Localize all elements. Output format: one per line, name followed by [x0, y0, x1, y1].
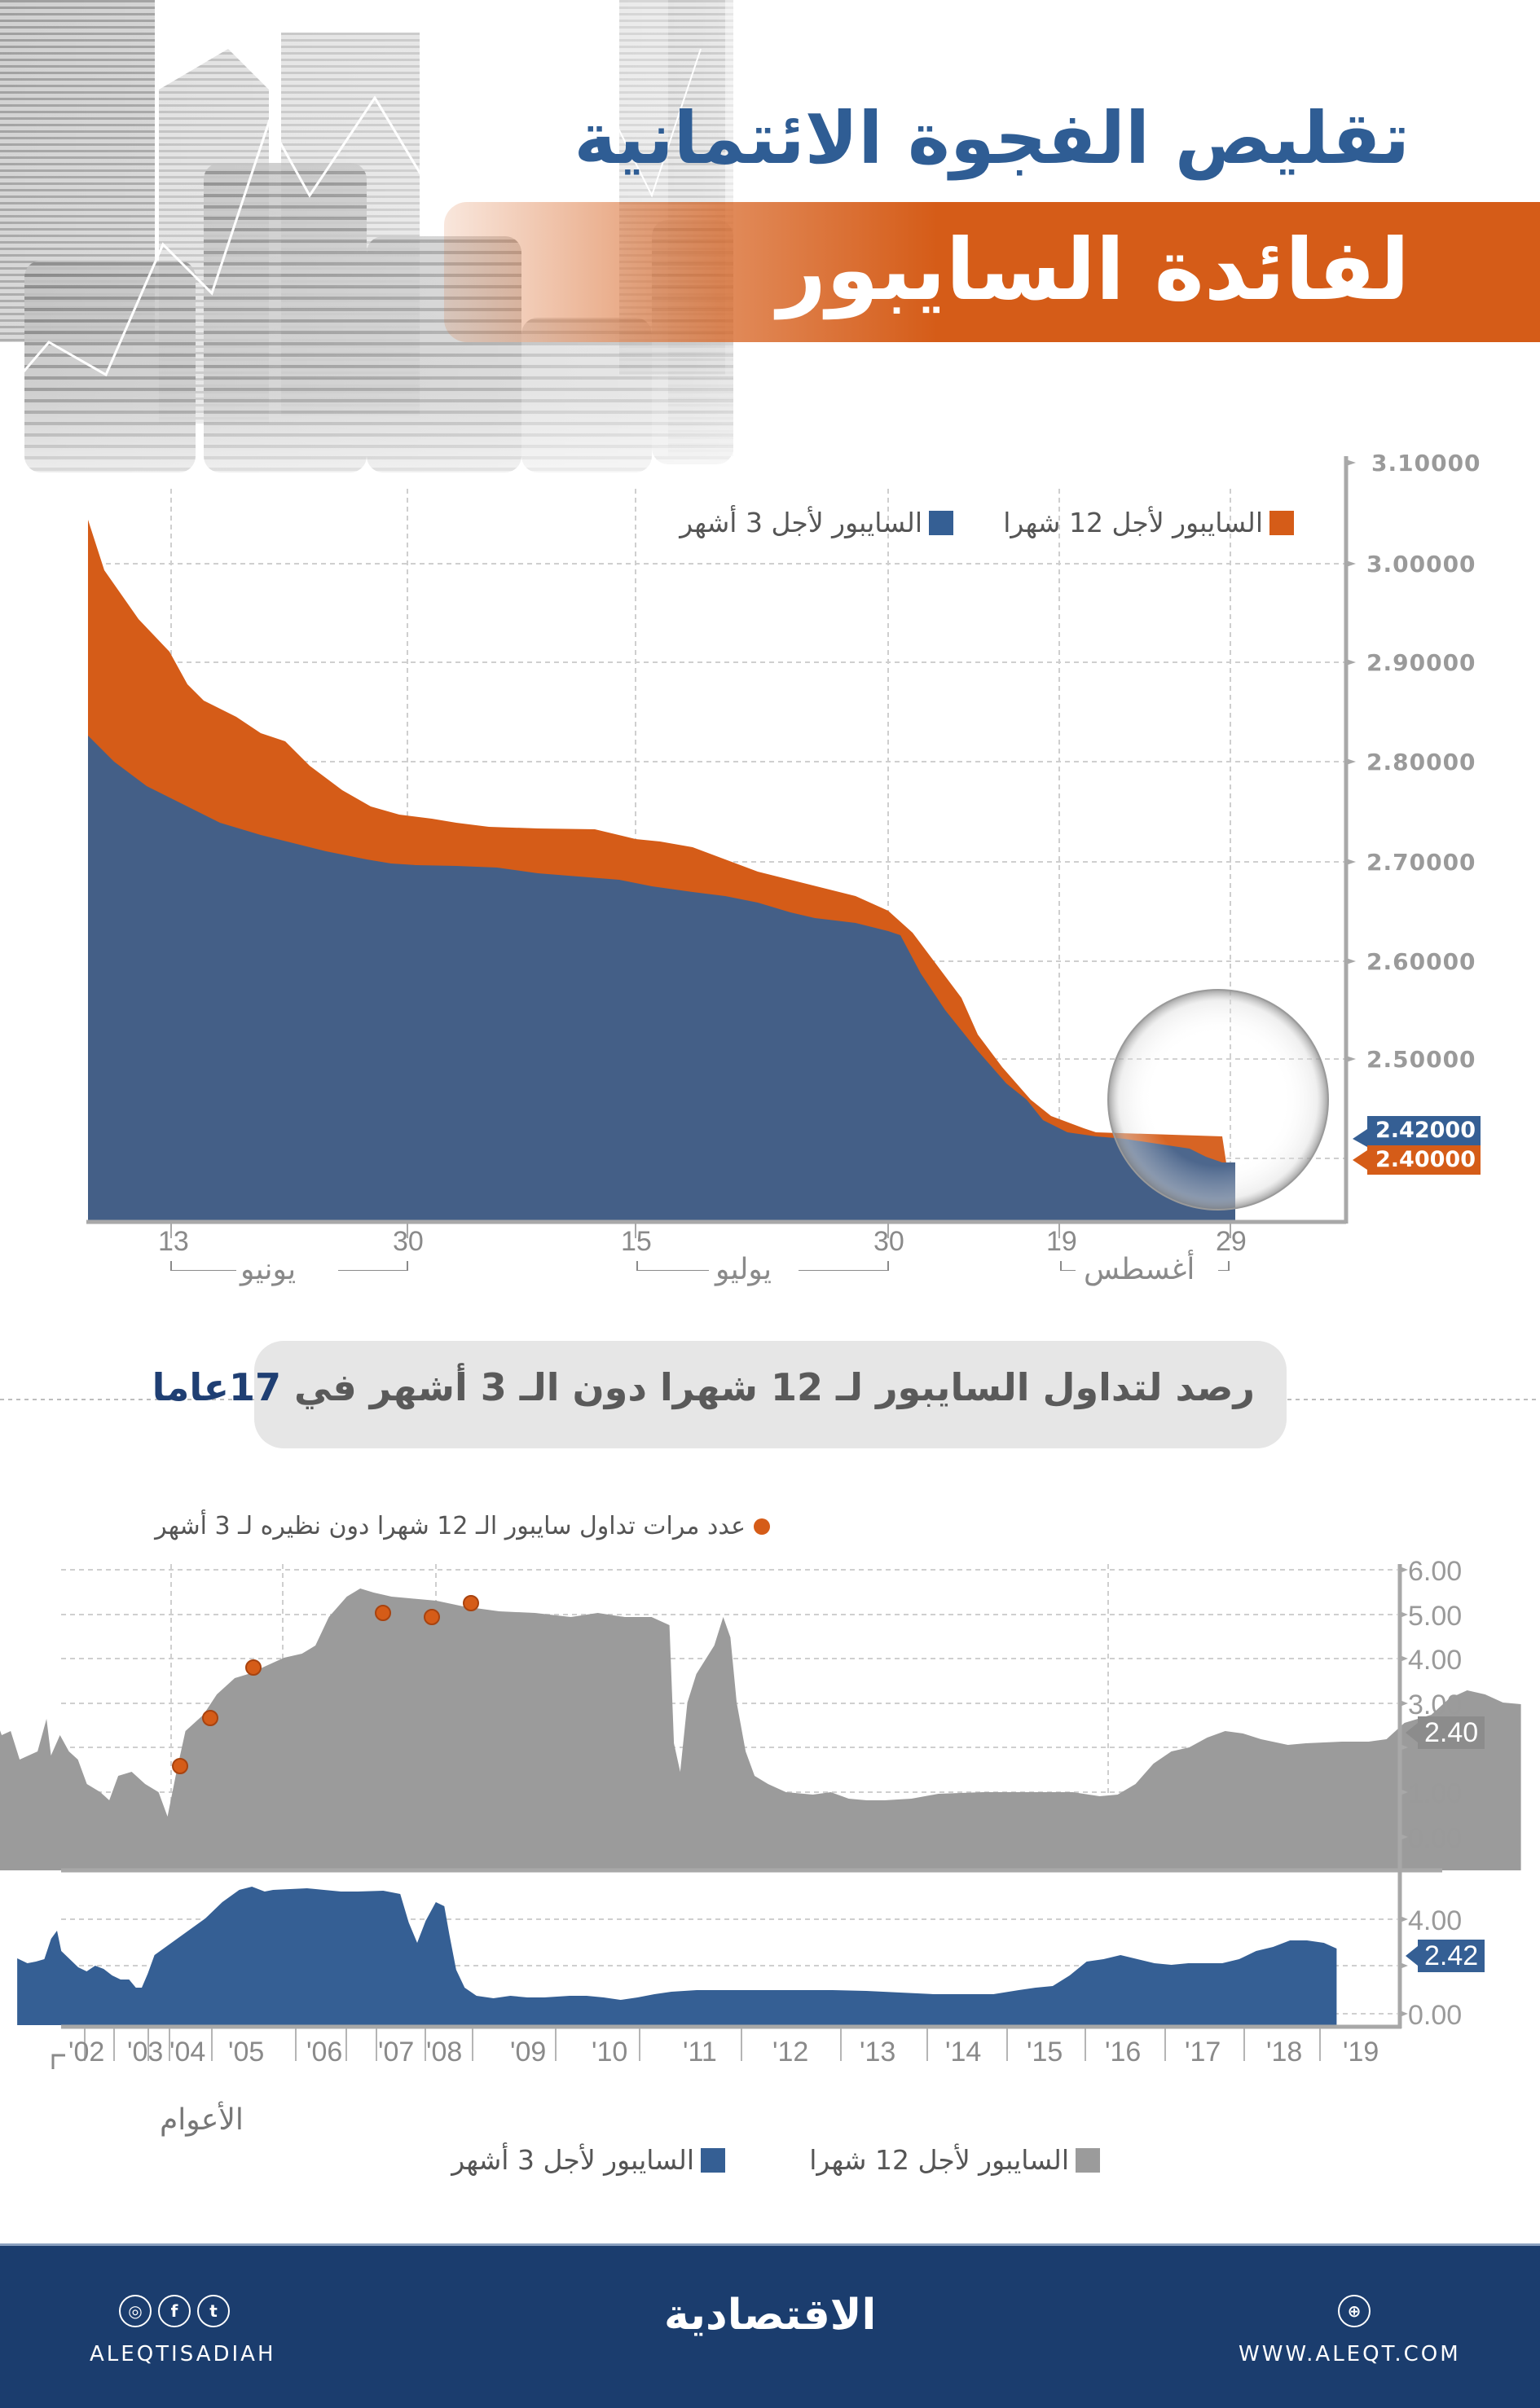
y-tick-label: 2.60000 — [1366, 948, 1476, 975]
x-tick-label: 29 — [1216, 1226, 1247, 1257]
subtitle-highlight: 17عاما — [152, 1365, 282, 1409]
value-tag-12m: 2.40000 — [1367, 1145, 1481, 1175]
social-handle[interactable]: ALEQTISADIAH — [90, 2342, 276, 2366]
legend-swatch-blue — [929, 510, 953, 535]
y-tick-label: 2.80000 — [1366, 749, 1476, 776]
year-label: '15 — [1027, 2037, 1063, 2067]
website-link[interactable]: WWW.ALEQT.COM — [1239, 2342, 1461, 2366]
brand-logo: الاقتصادية — [664, 2291, 877, 2340]
hero-banner — [0, 0, 1540, 521]
year-label: '07 — [378, 2037, 415, 2067]
bottom-dual-area-chart — [0, 1564, 1521, 2069]
x-tick-label: 30 — [393, 1226, 424, 1257]
globe-icon: ⊕ — [1338, 2295, 1371, 2327]
value-tag-12m-gray: 2.40 — [1418, 1716, 1485, 1749]
y-tick-label: 3.00 — [1408, 1690, 1463, 1720]
legend-label: السايبور لأجل 3 أشهر — [451, 2144, 694, 2176]
legend-swatch-gray — [1076, 2147, 1100, 2173]
x-tick-label: 30 — [873, 1226, 904, 1257]
series-12m-area-gray — [0, 1588, 1521, 1870]
legend-swatch-blue — [701, 2147, 725, 2173]
top-area-chart — [86, 456, 1367, 1271]
social-icons: ◎ f t — [119, 2295, 230, 2327]
page-title-line1: تقليص الفجوة الائتمانية — [574, 96, 1410, 180]
legend-label: السايبور لأجل 12 شهرا — [1003, 507, 1263, 538]
section-subtitle: رصد لتداول السايبور لـ 12 شهرا دون الـ 3… — [152, 1365, 1255, 1409]
y-tick-label: 2.50000 — [1366, 1046, 1476, 1073]
instagram-icon[interactable]: ◎ — [119, 2295, 152, 2327]
y-tick-label: 4.00 — [1408, 1645, 1463, 1676]
year-label: '08 — [426, 2037, 463, 2067]
series-3m-area — [88, 736, 1235, 1222]
year-label: '05 — [228, 2037, 265, 2067]
y-tick-label: 3.10000 — [1371, 450, 1481, 477]
x-tick-label: 15 — [621, 1226, 652, 1257]
value-tag-3m: 2.42000 — [1367, 1116, 1481, 1145]
subtitle-main-text: رصد لتداول السايبور لـ 12 شهرا دون الـ 3… — [281, 1365, 1255, 1409]
month-label-august: أغسطس — [1084, 1253, 1195, 1286]
y-tick-label: 4.00 — [1408, 1905, 1463, 1936]
year-label: '02 — [68, 2037, 105, 2067]
y-tick-label: 6.00 — [1408, 1556, 1463, 1587]
year-label: '16 — [1105, 2037, 1142, 2067]
year-axis-labels: '02 '03 '04 '05 '06 '07 '08 '09 '10 '11 … — [65, 2037, 1379, 2069]
dot-legend: عدد مرات تداول سايبور الـ 12 شهرا دون نظ… — [155, 1512, 770, 1540]
year-label: '10 — [592, 2037, 628, 2067]
year-label: '06 — [306, 2037, 343, 2067]
y-tick-label: 5.00 — [1408, 1601, 1463, 1632]
y-tick-label: 3.00000 — [1366, 551, 1476, 578]
year-label: '09 — [510, 2037, 547, 2067]
month-label-july: يوليو — [715, 1253, 772, 1286]
year-label: '12 — [772, 2037, 809, 2067]
years-axis-title: الأعوام — [160, 2103, 244, 2137]
title-highlight-band — [444, 202, 1540, 342]
value-tag-3m-blue: 2.42 — [1418, 1940, 1485, 1972]
y-tick-label: 0.00 — [1408, 2000, 1463, 2031]
twitter-icon[interactable]: t — [197, 2295, 230, 2327]
year-label: '14 — [945, 2037, 982, 2067]
y-tick-label: 2.90000 — [1366, 649, 1476, 676]
x-tick-label: 19 — [1046, 1226, 1077, 1257]
year-label: '19 — [1343, 2037, 1379, 2067]
magnifier-lens — [1107, 989, 1329, 1211]
year-label: '17 — [1185, 2037, 1221, 2067]
year-label: '03 — [127, 2037, 164, 2067]
orange-dot-icon — [754, 1518, 770, 1535]
legend-swatch-orange — [1269, 510, 1294, 535]
page-title-line2: لفائدة السايبور — [777, 220, 1410, 319]
top-legend-item-12m: السايبور لأجل 12 شهرا — [1003, 507, 1294, 538]
legend-label: السايبور لأجل 12 شهرا — [809, 2144, 1069, 2176]
series-3m-area-blue — [17, 1887, 1337, 2025]
y-tick-label: 1.00 — [1408, 1778, 1463, 1809]
years-bracket — [51, 2054, 65, 2069]
y-tick-label: 0.00 — [1408, 1823, 1463, 1854]
dot-legend-label: عدد مرات تداول سايبور الـ 12 شهرا دون نظ… — [155, 1512, 746, 1540]
year-label: '11 — [683, 2037, 717, 2067]
bottom-legend-item-12m: السايبور لأجل 12 شهرا — [809, 2144, 1100, 2176]
bottom-legend-item-3m: السايبور لأجل 3 أشهر — [451, 2144, 725, 2176]
facebook-icon[interactable]: f — [158, 2295, 191, 2327]
section-subtitle-box — [254, 1341, 1287, 1448]
x-tick-label: 13 — [158, 1226, 189, 1257]
year-label: '13 — [860, 2037, 896, 2067]
year-label: '04 — [169, 2037, 206, 2067]
month-label-june: يونيو — [240, 1253, 297, 1286]
footer: ◎ f t ALEQTISADIAH ⊕ WWW.ALEQT.COM — [0, 2243, 1540, 2408]
year-label: '18 — [1266, 2037, 1303, 2067]
y-tick-label: 2.70000 — [1366, 849, 1476, 876]
crossover-dots — [172, 1595, 479, 1774]
top-legend-item-3m: السايبور لأجل 3 أشهر — [680, 507, 953, 538]
legend-label: السايبور لأجل 3 أشهر — [680, 507, 922, 538]
